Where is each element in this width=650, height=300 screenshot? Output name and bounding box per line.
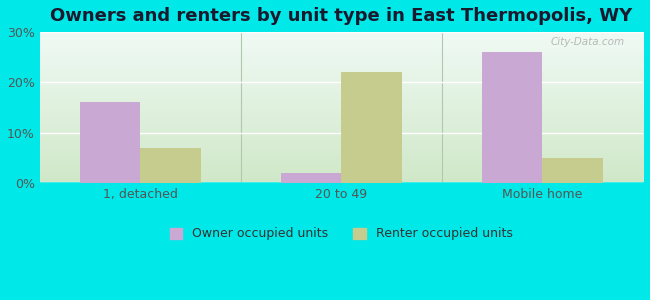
Bar (281, 173, 341, 183)
Bar (482, 52, 543, 183)
Legend: Owner occupied units, Renter occupied units: Owner occupied units, Renter occupied un… (165, 222, 518, 245)
Bar (543, 158, 603, 183)
Title: Owners and renters by unit type in East Thermopolis, WY: Owners and renters by unit type in East … (50, 7, 632, 25)
Bar (341, 72, 402, 183)
Bar (80, 103, 140, 183)
Text: City-Data.com: City-Data.com (551, 37, 625, 46)
Bar (140, 148, 201, 183)
